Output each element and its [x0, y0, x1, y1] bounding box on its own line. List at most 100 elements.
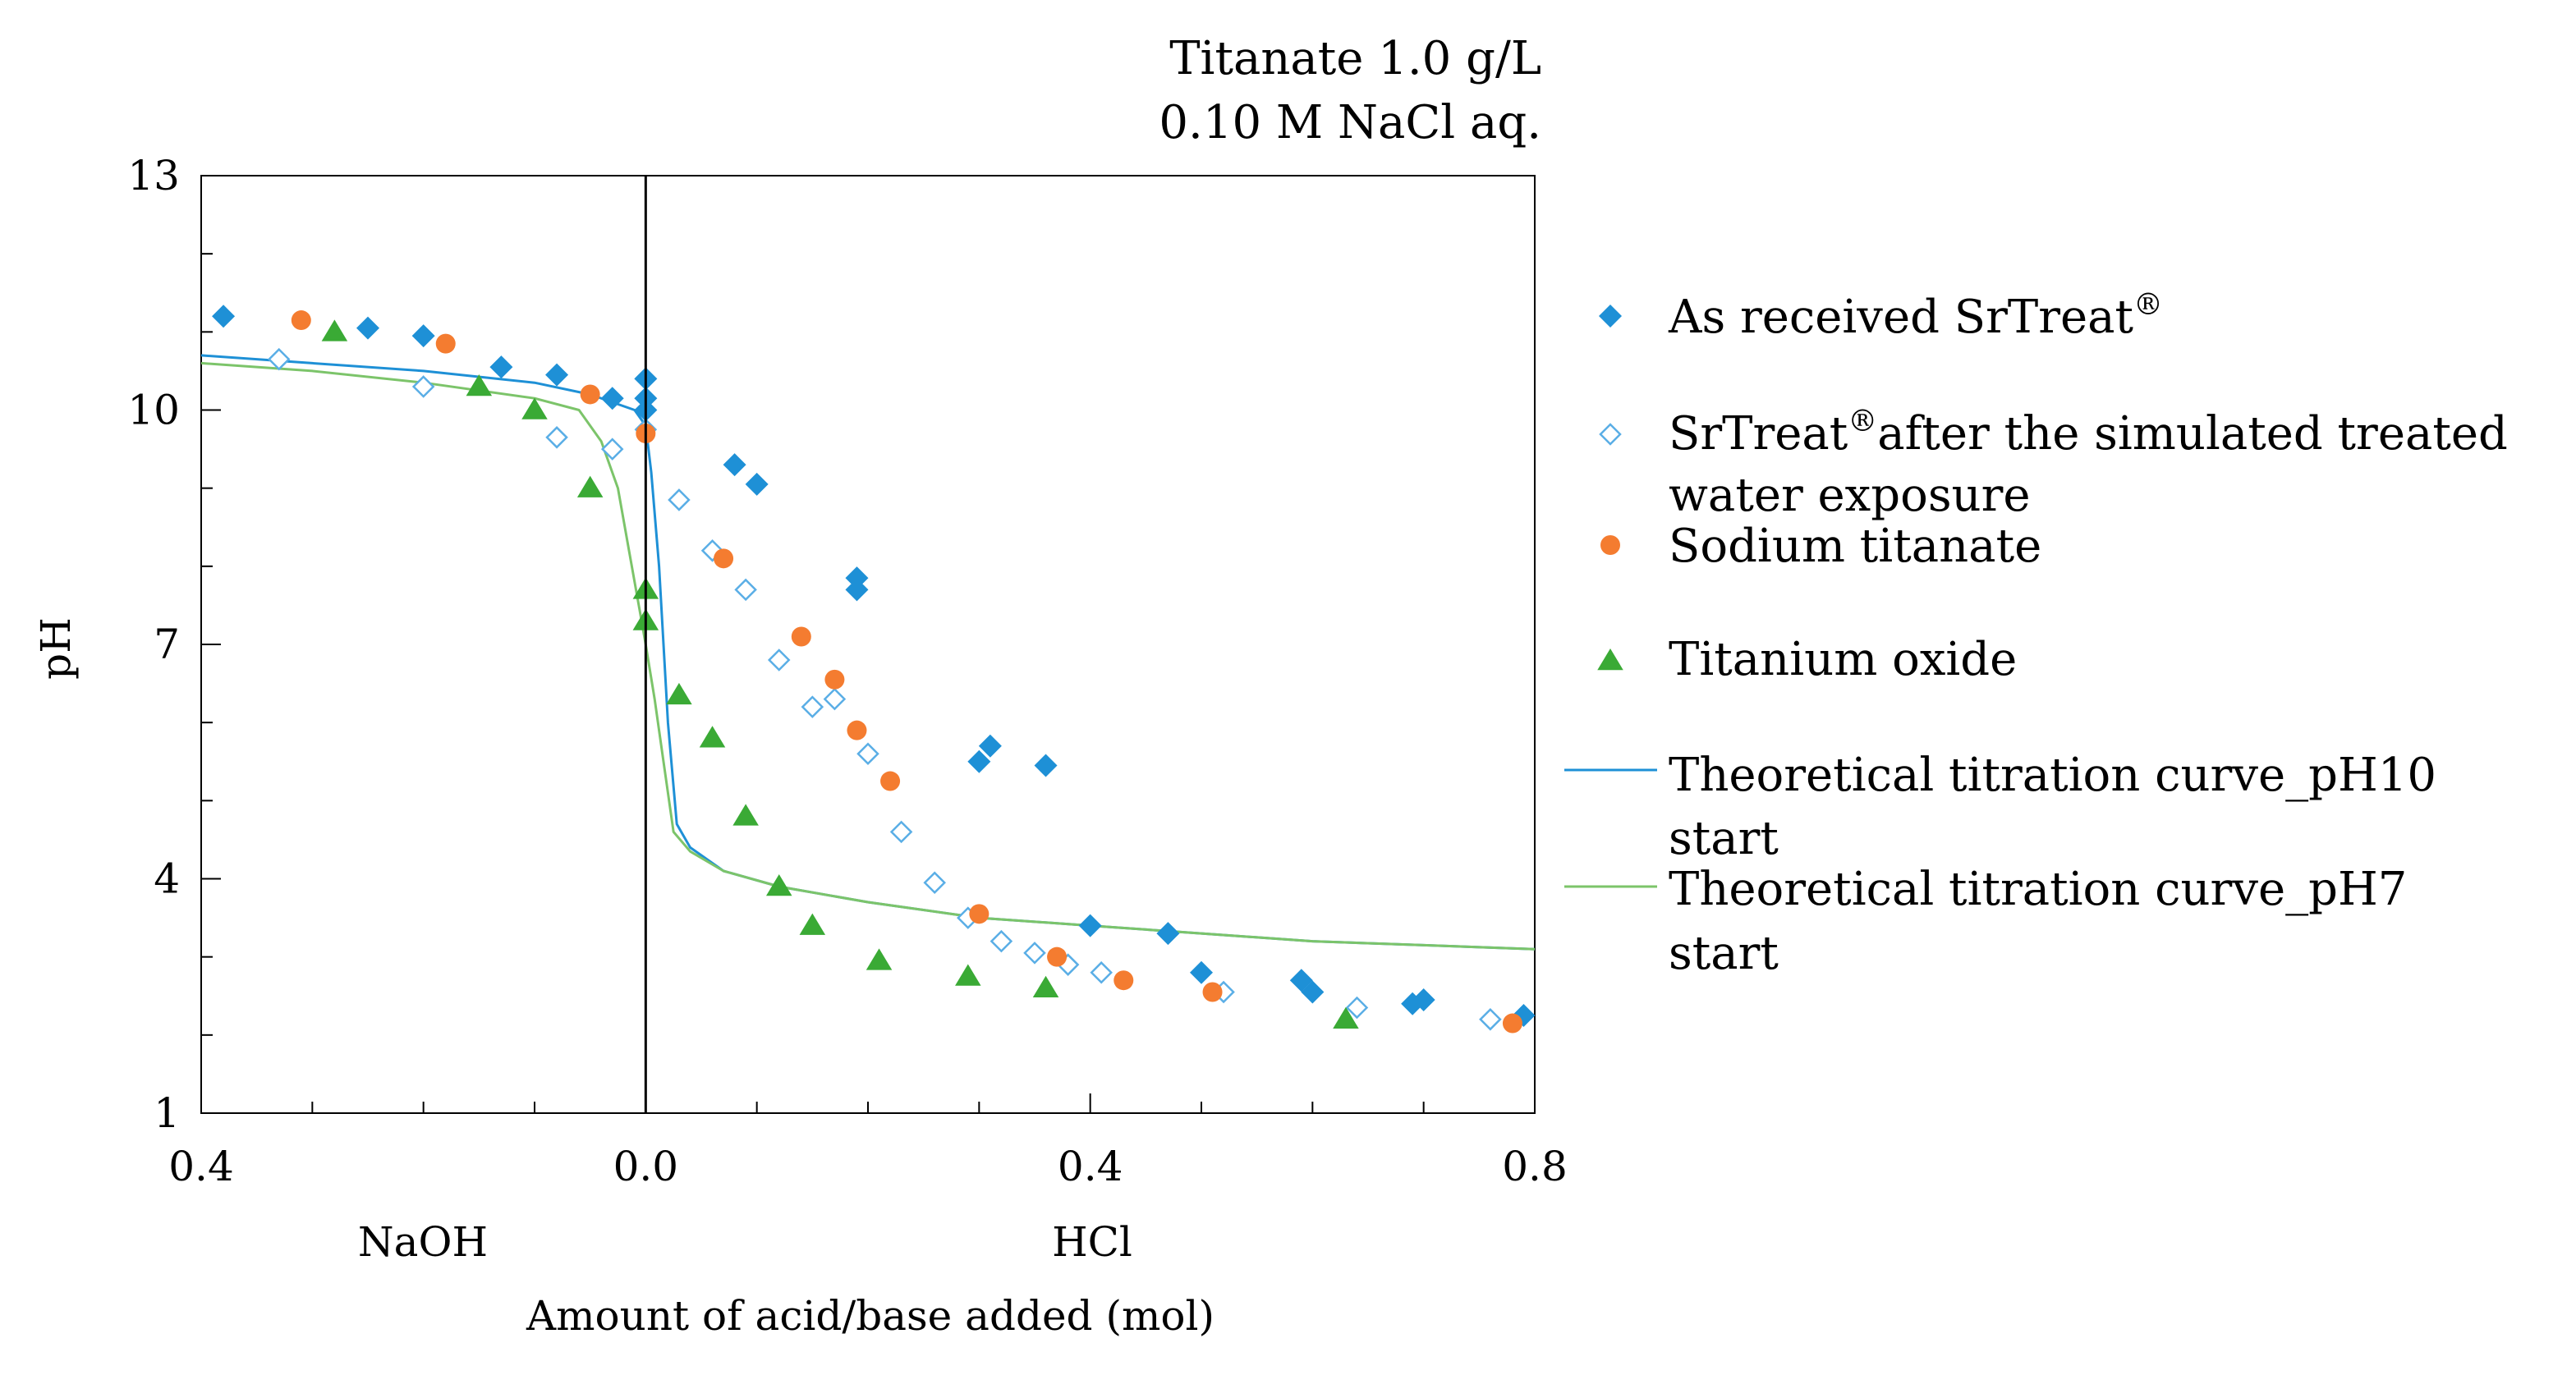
x-sublabel-naoh: NaOH — [358, 1218, 488, 1266]
point-after-exposure — [668, 488, 691, 511]
point-sodium-titanate — [847, 720, 867, 740]
theoretical-curves — [200, 354, 1536, 951]
annotation-line-2: 0.10 M NaCl aq. — [1159, 96, 1541, 149]
point-as-received — [745, 472, 769, 496]
point-sodium-titanate — [791, 626, 811, 647]
point-titanium-oxide — [466, 374, 493, 396]
svg-text:As received SrTreat®: As received SrTreat® — [1668, 288, 2163, 344]
point-sodium-titanate — [714, 548, 734, 569]
point-titanium-oxide — [321, 319, 348, 341]
point-as-received — [212, 305, 236, 328]
legend-label-as-received: As received SrTreat — [1668, 291, 2134, 344]
y-tick-label: 1 — [154, 1089, 180, 1137]
point-titanium-oxide — [799, 913, 826, 935]
legend-marker-diamond-filled — [1599, 305, 1622, 328]
point-as-received — [356, 316, 379, 340]
legend-item-titanium-oxide: Titanium oxide — [1597, 633, 2017, 686]
legend-item-curve-ph10: Theoretical titration curve_pH10 start — [1564, 749, 2436, 865]
legend-label-curve-ph7: Theoretical titration curve_pH7 — [1669, 863, 2407, 916]
point-titanium-oxide — [699, 726, 726, 748]
y-tick-label: 7 — [154, 621, 180, 668]
axis-ticks: 1 4 7 10 13 0.4 0.0 0.4 0.8 — [127, 152, 1567, 1190]
point-sodium-titanate — [1502, 1013, 1522, 1034]
data-points — [212, 305, 1536, 1034]
point-after-exposure — [600, 438, 624, 461]
legend-superscript-registered: ® — [2133, 288, 2163, 322]
point-after-exposure — [267, 347, 291, 371]
point-as-received — [411, 324, 435, 348]
point-after-exposure — [801, 695, 824, 718]
curve-series-4 — [200, 354, 1536, 951]
point-after-exposure — [1090, 960, 1113, 984]
legend-item-as-received: As received SrTreat® — [1599, 288, 2163, 344]
point-as-received — [1034, 754, 1058, 777]
point-as-received — [723, 453, 746, 477]
point-after-exposure — [990, 929, 1013, 953]
point-titanium-oxide — [1333, 1006, 1359, 1029]
point-sodium-titanate — [580, 384, 600, 405]
legend-label-curve-ph7-line2: start — [1669, 927, 1779, 980]
point-titanium-oxide — [521, 397, 548, 419]
legend-marker-circle — [1600, 535, 1620, 555]
x-tick-label: 0.8 — [1502, 1143, 1568, 1190]
point-titanium-oxide — [866, 948, 893, 970]
legend-item-sodium-titanate: Sodium titanate — [1600, 520, 2041, 573]
point-sodium-titanate — [1114, 970, 1134, 991]
point-titanium-oxide — [765, 874, 792, 896]
point-sodium-titanate — [969, 904, 990, 924]
legend-label-curve-ph10-line2: start — [1669, 812, 1779, 865]
point-sodium-titanate — [880, 771, 901, 791]
point-after-exposure — [734, 578, 757, 602]
point-as-received — [1301, 980, 1325, 1004]
point-sodium-titanate — [1202, 982, 1223, 1002]
point-as-received — [845, 566, 869, 590]
legend-label-srtreat: SrTreat — [1669, 407, 1848, 461]
legend-label-after-exposure: after the simulated treated — [1877, 407, 2508, 461]
legend-label-curve-ph10: Theoretical titration curve_pH10 — [1669, 749, 2436, 802]
point-as-received — [1412, 988, 1435, 1012]
point-titanium-oxide — [1032, 975, 1059, 997]
point-after-exposure — [411, 375, 435, 398]
svg-text:SrTreat®after the simulated tr: SrTreat®after the simulated treated — [1669, 405, 2508, 461]
point-after-exposure — [823, 687, 847, 711]
legend-item-curve-ph7: Theoretical titration curve_pH7 start — [1564, 863, 2407, 980]
x-sublabel-hcl: HCl — [1052, 1218, 1132, 1266]
point-after-exposure — [856, 742, 879, 766]
annotation-line-1: Titanate 1.0 g/L — [1169, 32, 1541, 85]
x-axis-title: Amount of acid/base added (mol) — [526, 1292, 1215, 1340]
legend-marker-diamond-open — [1599, 423, 1622, 446]
point-sodium-titanate — [1047, 946, 1068, 967]
point-as-received — [545, 363, 569, 387]
point-after-exposure — [545, 426, 568, 449]
point-sodium-titanate — [435, 333, 456, 354]
point-sodium-titanate — [824, 669, 845, 690]
y-tick-label: 4 — [154, 855, 180, 903]
legend-label-titanium-oxide: Titanium oxide — [1669, 633, 2017, 686]
point-after-exposure — [923, 871, 946, 895]
point-as-received — [845, 578, 869, 602]
x-tick-label: 0.4 — [168, 1143, 234, 1190]
point-as-received — [1156, 922, 1180, 946]
x-tick-label: 0.0 — [613, 1143, 679, 1190]
point-after-exposure — [767, 649, 791, 671]
point-as-received — [967, 749, 991, 773]
point-titanium-oxide — [576, 475, 604, 497]
y-axis-title: pH — [32, 617, 80, 680]
legend-item-after-exposure: SrTreat®after the simulated treated wate… — [1599, 405, 2508, 522]
legend-marker-triangle — [1597, 649, 1623, 671]
point-as-received — [489, 355, 513, 379]
point-as-received — [1190, 960, 1213, 984]
point-titanium-oxide — [666, 682, 692, 705]
curve-series-5 — [200, 361, 1536, 951]
legend-superscript-registered-2: ® — [1848, 405, 1877, 438]
point-after-exposure — [1023, 942, 1046, 965]
point-as-received — [978, 734, 1002, 758]
point-after-exposure — [1345, 996, 1369, 1020]
point-titanium-oxide — [732, 804, 759, 826]
legend: As received SrTreat® SrTreat®after the s… — [1564, 288, 2508, 980]
point-as-received — [600, 387, 624, 410]
y-tick-label: 13 — [127, 152, 180, 199]
point-sodium-titanate — [291, 310, 311, 331]
legend-label-sodium-titanate: Sodium titanate — [1669, 520, 2041, 573]
